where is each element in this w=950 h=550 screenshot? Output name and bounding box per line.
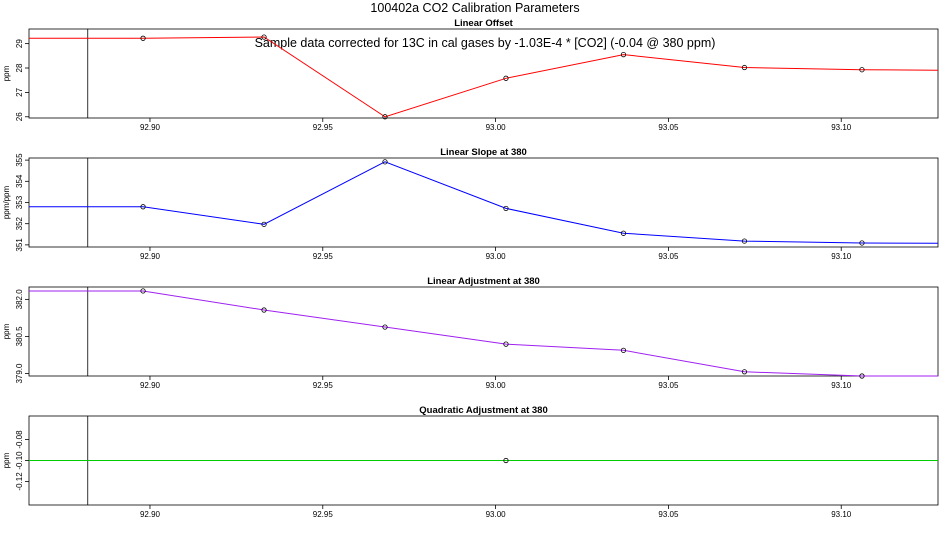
- y-tick-label: 355: [15, 153, 24, 167]
- panel-title: Quadratic Adjustment at 380: [419, 405, 547, 416]
- x-tick-label: 93.10: [831, 510, 852, 519]
- data-point: [382, 324, 388, 330]
- x-tick-label: 93.10: [831, 381, 852, 390]
- x-tick-label: 92.95: [313, 123, 334, 132]
- data-point: [382, 114, 388, 120]
- x-tick-label: 93.05: [658, 381, 679, 390]
- data-point: [503, 75, 509, 81]
- x-tick-label: 93.05: [658, 123, 679, 132]
- y-tick-label: -0.12: [15, 472, 24, 491]
- y-axis-label: ppm: [2, 452, 11, 468]
- chart-panel-2: Linear Slope at 380 92.90 92.95 93.00 93.05 9…: [2, 147, 939, 261]
- x-tick-label: 93.10: [831, 123, 852, 132]
- x-tick-label: 92.90: [140, 381, 161, 390]
- data-point: [261, 34, 267, 40]
- data-point: [859, 67, 865, 73]
- y-tick-label: -0.10: [15, 451, 24, 470]
- chart-panels: Linear Offset 92.90 92.95 93.00 93.05 93.10 26…: [2, 18, 939, 519]
- x-tick-label: 92.90: [140, 510, 161, 519]
- data-point: [620, 347, 627, 353]
- x-tick-label: 93.00: [486, 123, 507, 132]
- data-point: [620, 52, 627, 58]
- series-line: [29, 161, 939, 244]
- plot-frame: [28, 157, 939, 248]
- data-point: [503, 205, 509, 212]
- y-tick-label: 352: [15, 216, 24, 230]
- y-tick-label: 379.0: [15, 363, 24, 384]
- panel-title: Linear Adjustment at 380: [427, 276, 540, 287]
- y-tick-label: 26: [15, 112, 24, 121]
- y-tick-label: 29: [15, 39, 24, 48]
- data-point: [140, 288, 146, 294]
- x-tick-label: 93.10: [831, 252, 852, 261]
- panel-title: Linear Offset: [454, 18, 513, 29]
- y-tick-label: -0.08: [15, 430, 24, 449]
- data-point: [382, 159, 388, 165]
- data-point: [859, 240, 865, 246]
- x-tick-label: 93.05: [658, 252, 679, 261]
- chart-panel-4: Quadratic Adjustment at 380 92.90 92.95 93.…: [2, 405, 939, 519]
- series-line: [29, 36, 939, 118]
- data-point: [261, 307, 267, 313]
- data-point: [741, 64, 748, 71]
- x-tick-label: 92.95: [313, 510, 334, 519]
- y-tick-label: 382.0: [15, 289, 24, 310]
- data-point: [620, 230, 627, 236]
- y-tick-label: 27: [15, 87, 24, 96]
- data-point: [859, 373, 865, 379]
- series-line: [29, 290, 938, 377]
- y-axis-label: ppm: [2, 323, 11, 339]
- data-point: [503, 341, 509, 347]
- x-tick-label: 93.00: [486, 252, 507, 261]
- plot-frame: [28, 286, 939, 377]
- y-tick-label: 354: [15, 174, 24, 188]
- y-axis-label: ppm/ppm: [2, 185, 11, 219]
- data-point: [140, 35, 146, 41]
- panel-title: Linear Slope at 380: [440, 147, 527, 158]
- y-tick-label: 380.5: [15, 326, 24, 347]
- y-tick-label: 351: [15, 238, 24, 252]
- data-point: [261, 221, 267, 227]
- x-tick-label: 92.90: [140, 123, 161, 132]
- data-point: [741, 369, 748, 375]
- y-tick-label: 28: [15, 63, 24, 72]
- correction-note: Sample data corrected for 13C in cal gas…: [255, 36, 716, 50]
- data-point: [503, 457, 509, 464]
- data-point: [140, 204, 146, 210]
- y-tick-label: 353: [15, 195, 24, 209]
- plot-frame: [28, 28, 939, 119]
- x-tick-label: 92.95: [313, 252, 334, 261]
- y-axis-label: ppm: [2, 65, 11, 81]
- x-tick-label: 92.95: [313, 381, 334, 390]
- x-tick-label: 92.90: [140, 252, 161, 261]
- chart-panel-1: Linear Offset 92.90 92.95 93.00 93.05 93.10 26…: [2, 18, 939, 132]
- x-tick-label: 93.00: [486, 510, 507, 519]
- figure-title: 100402a CO2 Calibration Parameters: [370, 1, 579, 15]
- data-point: [741, 238, 748, 244]
- x-tick-label: 93.05: [658, 510, 679, 519]
- chart-panel-3: Linear Adjustment at 380 92.90 92.95 93.00 9…: [2, 276, 939, 390]
- x-tick-label: 93.00: [486, 381, 507, 390]
